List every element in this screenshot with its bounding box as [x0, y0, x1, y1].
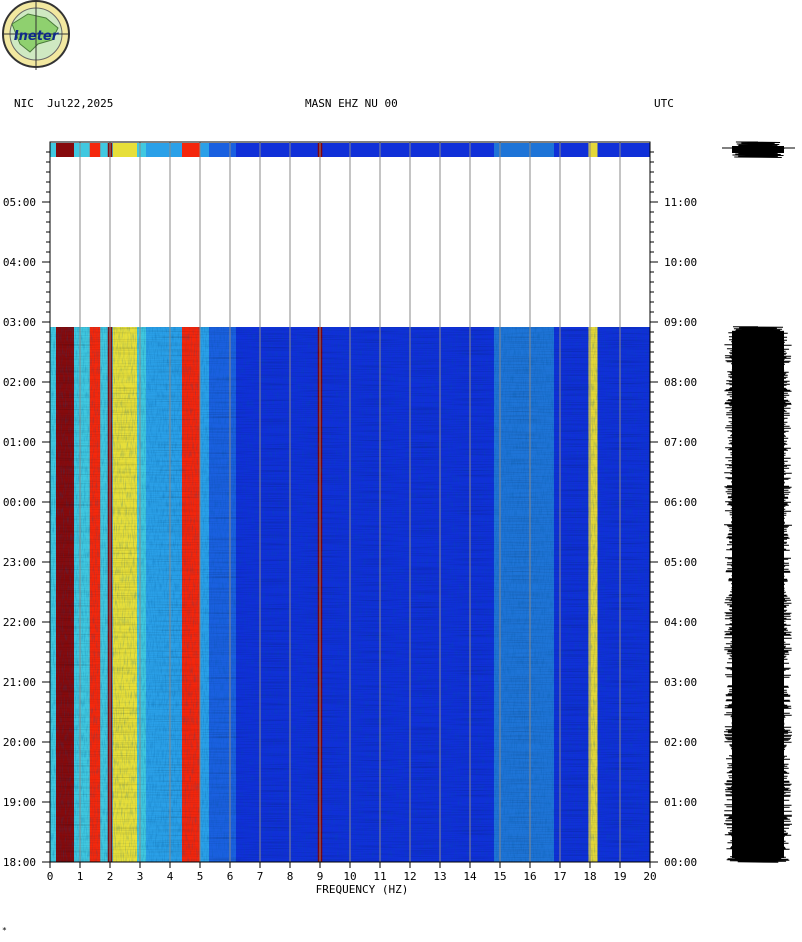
ineter-logo-icon: Ineter [2, 0, 70, 70]
frequency-axis: 0 1 2 3 4 5 6 7 8 9 10 11 12 13 14 15 16 17 18 19 20 [47, 862, 657, 883]
right-time-label: 06:00 [664, 496, 697, 509]
x-tick-label: 3 [137, 870, 144, 883]
x-tick-label: 5 [197, 870, 204, 883]
x-tick-label: 12 [403, 870, 416, 883]
right-time-label: 05:00 [664, 556, 697, 569]
right-time-label: 01:00 [664, 796, 697, 809]
x-tick-label: 1 [77, 870, 84, 883]
right-time-label: 09:00 [664, 316, 697, 329]
left-time-label: 00:00 [3, 496, 36, 509]
left-time-label: 19:00 [3, 796, 36, 809]
frequency-band-0 [56, 143, 74, 157]
left-time-label: 21:00 [3, 676, 36, 689]
right-time-label: 07:00 [664, 436, 697, 449]
frequency-band-4 [182, 143, 200, 157]
right-time-label: 02:00 [664, 736, 697, 749]
x-tick-label: 18 [583, 870, 596, 883]
x-tick-label: 8 [287, 870, 294, 883]
x-tick-label: 10 [343, 870, 356, 883]
left-time-label: 23:00 [3, 556, 36, 569]
left-time-label: 20:00 [3, 736, 36, 749]
right-time-axis: 00:00 01:00 02:00 03:00 04:00 05:00 06:00 07:00… [650, 151, 697, 869]
frequency-gridlines [79, 142, 621, 862]
x-tick-label: 17 [553, 870, 566, 883]
x-tick-label: 14 [463, 870, 477, 883]
timezone-label: UTC [654, 97, 674, 110]
x-tick-label: 7 [257, 870, 264, 883]
right-time-label: 00:00 [664, 856, 697, 869]
x-tick-label: 4 [167, 870, 174, 883]
channel-label: MASN EHZ NU 00 [305, 97, 398, 110]
frequency-band-7 [588, 143, 598, 157]
station-date-label: NIC Jul22,2025 [14, 97, 114, 110]
left-time-label: 05:00 [3, 196, 36, 209]
left-time-label: 02:00 [3, 376, 36, 389]
seismic-trace [722, 141, 795, 863]
spectrogram-transition-band [209, 143, 236, 157]
footer-mark: * [2, 926, 7, 935]
left-time-label: 22:00 [3, 616, 36, 629]
right-time-label: 11:00 [664, 196, 697, 209]
left-time-label: 18:00 [3, 856, 36, 869]
x-tick-label: 19 [613, 870, 626, 883]
x-tick-label: 11 [373, 870, 386, 883]
frequency-band-6 [494, 143, 554, 157]
left-time-axis: 18:00 19:00 20:00 21:00 22:00 23:00 00:00 01:00… [3, 151, 50, 869]
x-tick-label: 20 [643, 870, 656, 883]
right-time-label: 08:00 [664, 376, 697, 389]
x-tick-label: 6 [227, 870, 234, 883]
x-tick-label: 9 [317, 870, 324, 883]
x-tick-label: 15 [493, 870, 506, 883]
right-time-label: 04:00 [664, 616, 697, 629]
right-time-label: 10:00 [664, 256, 697, 269]
x-tick-label: 16 [523, 870, 536, 883]
left-time-label: 04:00 [3, 256, 36, 269]
x-tick-label: 13 [433, 870, 446, 883]
logo-text: Ineter [14, 29, 60, 44]
trace-envelope [732, 330, 784, 858]
frequency-band-3 [113, 143, 137, 157]
x-tick-label: 2 [107, 870, 114, 883]
left-time-label: 01:00 [3, 436, 36, 449]
right-time-label: 03:00 [664, 676, 697, 689]
frequency-band-1 [89, 143, 101, 157]
trace-envelope [732, 146, 784, 153]
left-time-label: 03:00 [3, 316, 36, 329]
x-tick-label: 0 [47, 870, 54, 883]
x-axis-title: FREQUENCY (HZ) [316, 883, 409, 896]
